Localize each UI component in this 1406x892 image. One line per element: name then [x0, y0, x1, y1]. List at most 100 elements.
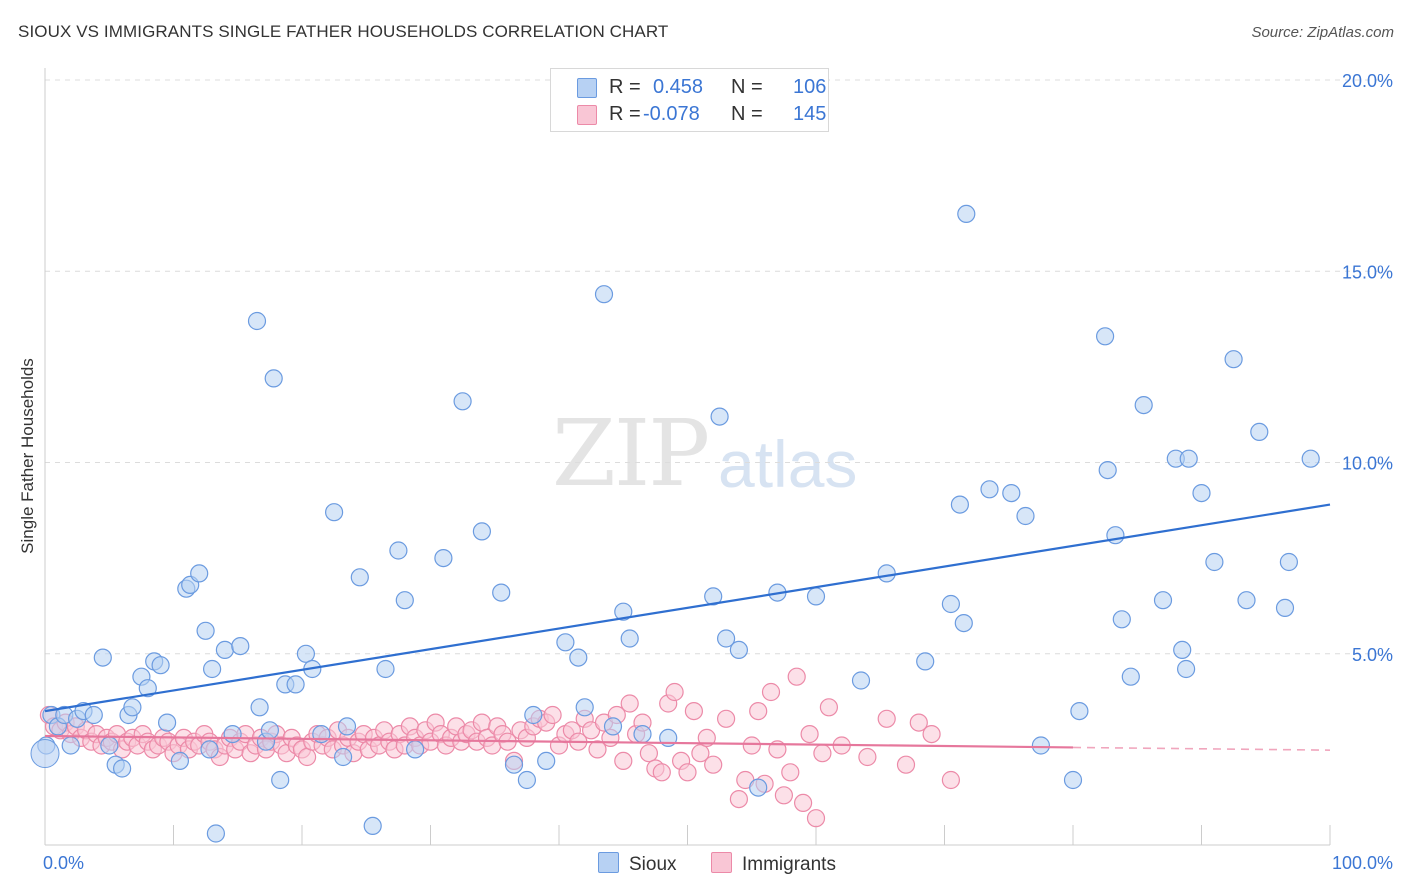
sioux-point — [594, 285, 614, 304]
immigrants-point — [793, 793, 813, 813]
immigrants-point — [909, 713, 928, 732]
immigrants-point — [691, 744, 710, 763]
immigrants-swatch — [577, 105, 597, 125]
y-tick-label: 5.0% — [1352, 645, 1393, 665]
legend-r-label: R = — [609, 103, 641, 125]
sioux-point — [337, 717, 357, 736]
sioux-point — [492, 583, 511, 602]
immigrants-point — [819, 698, 839, 717]
immigrants-point — [684, 701, 704, 721]
immigrants-point — [858, 747, 877, 767]
sioux-point — [472, 522, 491, 541]
sioux-point — [206, 824, 225, 843]
immigrants-swatch — [711, 852, 732, 873]
immigrants-trend-extension — [1072, 746, 1331, 751]
immigrants-point — [774, 786, 794, 805]
y-tick-label: 15.0% — [1342, 262, 1393, 282]
sioux-point — [1179, 449, 1198, 468]
sioux-point — [406, 740, 425, 759]
sioux-point — [453, 392, 472, 411]
y-tick-label: 20.0% — [1342, 71, 1393, 91]
immigrants-point — [787, 667, 806, 686]
immigrants-point — [877, 709, 896, 728]
sioux-point — [1250, 422, 1269, 441]
sioux-point — [325, 503, 344, 522]
sioux-point — [84, 705, 103, 725]
sioux-point — [957, 204, 976, 223]
sioux-point — [1173, 640, 1192, 660]
sioux-point — [1275, 598, 1295, 618]
immigrants-trend-line — [44, 734, 1074, 749]
sioux-point — [1031, 736, 1051, 755]
sioux-point — [704, 587, 723, 606]
immigrants-point — [639, 744, 659, 763]
sioux-point — [334, 747, 353, 767]
sioux-point — [190, 564, 209, 583]
immigrants-point — [652, 763, 671, 782]
immigrants-point — [697, 728, 716, 748]
sioux-point — [729, 640, 749, 660]
sioux-point — [123, 698, 142, 717]
sioux-point — [170, 751, 189, 771]
sioux-point — [1279, 552, 1299, 572]
sioux-point — [916, 652, 935, 671]
sioux-point — [30, 739, 60, 769]
immigrants-point — [813, 744, 832, 763]
sioux-point — [215, 640, 234, 660]
sioux-point — [1301, 449, 1320, 468]
legend-item-sioux[interactable]: Sioux — [598, 852, 677, 876]
sioux-point — [1070, 701, 1089, 721]
sioux-point — [851, 671, 871, 690]
watermark-atlas: atlas — [718, 427, 858, 501]
sioux-swatch — [577, 78, 597, 98]
legend-n-label: N = — [731, 76, 763, 98]
x-tick-label: 0.0% — [43, 853, 84, 873]
immigrants-point — [922, 724, 941, 744]
sioux-point — [1002, 484, 1021, 503]
immigrants-point — [941, 770, 961, 790]
legend-r-value: -0.078 — [643, 103, 700, 125]
sioux-point — [504, 755, 524, 774]
sioux-point — [112, 759, 132, 778]
sioux-point — [537, 751, 556, 771]
source-credit[interactable]: Source: ZipAtlas.com — [1251, 24, 1394, 41]
sioux-point — [620, 629, 639, 648]
sioux-point — [1106, 526, 1125, 545]
sioux-point — [395, 591, 414, 610]
immigrants-point — [761, 682, 781, 702]
sioux-point — [1095, 327, 1115, 346]
sioux-point — [1192, 484, 1211, 503]
immigrants-point — [678, 763, 697, 782]
immigrants-point — [298, 747, 317, 767]
sioux-point — [363, 816, 382, 836]
chart-title: SIOUX VS IMMIGRANTS SINGLE FATHER HOUSEH… — [18, 22, 669, 41]
sioux-point — [1121, 667, 1140, 686]
sioux-point — [1205, 552, 1224, 572]
sioux-point — [231, 636, 250, 656]
x-tick-label: 100.0% — [1332, 853, 1393, 873]
immigrants-point — [781, 763, 800, 782]
sioux-point — [296, 644, 315, 663]
sioux-point — [941, 594, 961, 614]
sioux-trend-line — [44, 503, 1331, 713]
sioux-point — [517, 770, 537, 790]
immigrants-point — [896, 755, 916, 774]
sioux-point — [1063, 770, 1083, 790]
sioux-point — [1112, 610, 1131, 629]
immigrants-point — [716, 709, 736, 728]
sioux-point — [247, 311, 267, 331]
immigrants-point — [665, 682, 684, 702]
legend-item-immigrants[interactable]: Immigrants — [711, 852, 836, 876]
sioux-point — [389, 541, 408, 560]
sioux-point — [716, 629, 736, 648]
sioux-point — [271, 770, 290, 790]
sioux-point — [223, 724, 242, 744]
sioux-point — [203, 659, 222, 679]
correlation-legend: R = 0.458 N = 106 R = -0.078 N = 145 — [550, 68, 829, 132]
sioux-point — [1224, 350, 1243, 369]
sioux-point — [614, 602, 633, 621]
immigrants-point — [472, 713, 491, 732]
sioux-point — [1016, 506, 1035, 526]
immigrants-point — [620, 694, 639, 713]
immigrants-point — [588, 740, 607, 759]
